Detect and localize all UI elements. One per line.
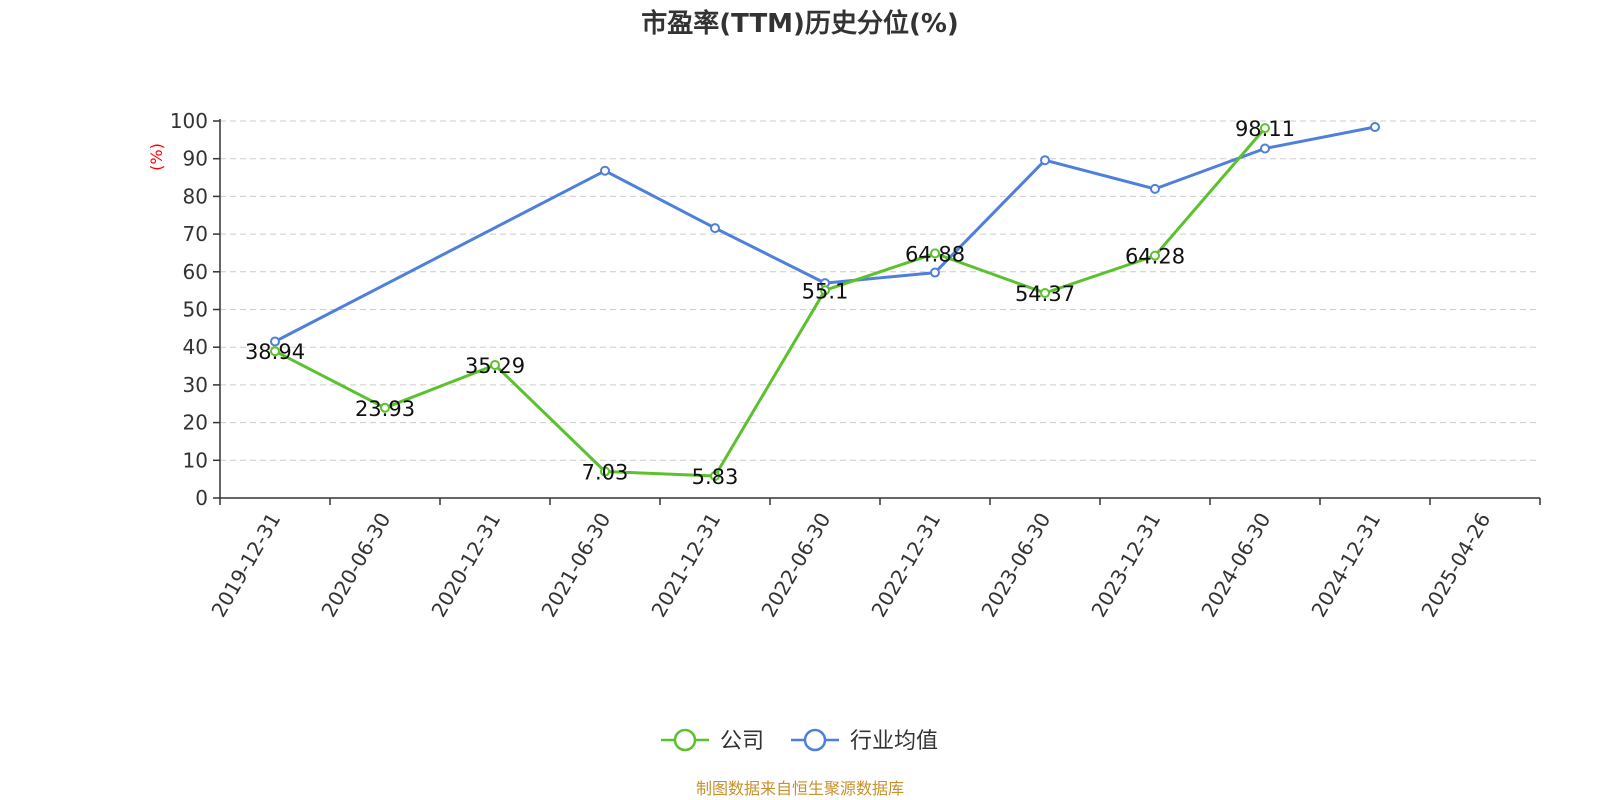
y-tick-label-100: 100 <box>170 109 208 133</box>
y-tick-label-70: 70 <box>183 222 208 246</box>
data-labels: 38.94 23.93 35.29 7.03 5.83 55.1 64.88 54.37 64.… <box>245 117 1295 489</box>
data-source-note: 制图数据来自恒生聚源数据库 <box>696 779 904 798</box>
data-label-company-2022-06-30: 55.1 <box>802 279 849 303</box>
legend-item-industry-average[interactable]: 行业均值 <box>791 728 938 754</box>
data-label-company-2021-12-31: 5.83 <box>692 465 739 489</box>
x-tick-label-2022-06-30: 2022-06-30 <box>756 509 835 622</box>
point-company-2021-06-30 <box>600 466 610 477</box>
point-industry-average-2021-12-31 <box>710 223 720 234</box>
data-label-company-2023-06-30: 54.37 <box>1015 282 1075 306</box>
point-industry-average-2024-12-31 <box>1370 122 1380 133</box>
axes: 0 10 20 30 40 50 60 70 80 90 100 2019-12-31 2020-06-… <box>170 109 1541 622</box>
data-label-company-2024-06-30: 98.11 <box>1235 117 1295 141</box>
point-industry-average-2023-12-31 <box>1150 183 1160 194</box>
y-tick-label-90: 90 <box>183 147 208 171</box>
data-label-company-2019-12-31: 38.94 <box>245 340 305 364</box>
y-tick-label-20: 20 <box>183 411 208 435</box>
point-industry-average-2019-12-31 <box>270 336 280 347</box>
x-tick-label-2020-12-31: 2020-12-31 <box>426 509 505 622</box>
chart-title: 市盈率(TTM)历史分位(%) <box>641 8 959 39</box>
y-tick-label-80: 80 <box>183 184 208 208</box>
x-tick-label-2020-06-30: 2020-06-30 <box>316 509 395 622</box>
series-line-company <box>274 127 1267 478</box>
y-tick-label-40: 40 <box>183 335 208 359</box>
point-company-2022-12-31 <box>930 248 940 259</box>
y-tick-label-30: 30 <box>183 373 208 397</box>
x-tick-label-2021-06-30: 2021-06-30 <box>536 509 615 622</box>
y-tick-label-50: 50 <box>183 298 208 322</box>
point-company-2024-06-30 <box>1260 123 1270 134</box>
legend-item-company[interactable]: 公司 <box>661 728 764 754</box>
y-tick-label-60: 60 <box>183 260 208 284</box>
point-industry-average-2023-06-30 <box>1040 155 1050 166</box>
x-tick-label-2023-12-31: 2023-12-31 <box>1086 509 1165 622</box>
point-industry-average-2021-06-30 <box>600 165 610 176</box>
x-tick-label-2023-06-30: 2023-06-30 <box>976 509 1055 622</box>
data-label-company-2022-12-31: 64.88 <box>905 242 965 266</box>
point-industry-average-2022-12-31 <box>930 267 940 278</box>
x-tick-label-2019-12-31: 2019-12-31 <box>206 509 285 622</box>
legend-industry-label: 行业均值 <box>850 729 938 754</box>
x-tick-label-2021-12-31: 2021-12-31 <box>646 509 725 622</box>
point-company-2021-12-31 <box>710 471 720 482</box>
y-tick-label-0: 0 <box>195 486 208 510</box>
point-company-2023-12-31 <box>1150 250 1160 261</box>
x-tick-label-2024-06-30: 2024-06-30 <box>1196 509 1275 622</box>
point-industry-average-2024-06-30 <box>1260 143 1270 154</box>
data-label-company-2020-06-30: 23.93 <box>355 397 415 421</box>
grid-lines <box>220 120 1540 461</box>
data-label-company-2021-06-30: 7.03 <box>582 460 629 484</box>
y-tick-label-10: 10 <box>183 448 208 472</box>
data-label-company-2020-12-31: 35.29 <box>465 354 525 378</box>
point-company-2022-06-30 <box>820 285 830 296</box>
data-label-company-2023-12-31: 64.28 <box>1125 245 1185 269</box>
point-company-2023-06-30 <box>1040 288 1050 299</box>
series-lines <box>270 122 1380 482</box>
point-company-2020-12-31 <box>490 359 500 370</box>
legend: 公司 行业均值 <box>661 728 938 754</box>
x-tick-label-2022-12-31: 2022-12-31 <box>866 509 945 622</box>
point-company-2020-06-30 <box>380 402 390 413</box>
x-tick-label-2025-04-26: 2025-04-26 <box>1416 509 1495 622</box>
legend-company-marker <box>673 728 697 752</box>
point-company-2019-12-31 <box>270 346 280 357</box>
legend-company-label: 公司 <box>720 729 764 754</box>
y-axis-unit-label: (%) <box>147 143 166 171</box>
legend-industry-marker <box>803 728 827 752</box>
x-tick-label-2024-12-31: 2024-12-31 <box>1306 509 1385 622</box>
